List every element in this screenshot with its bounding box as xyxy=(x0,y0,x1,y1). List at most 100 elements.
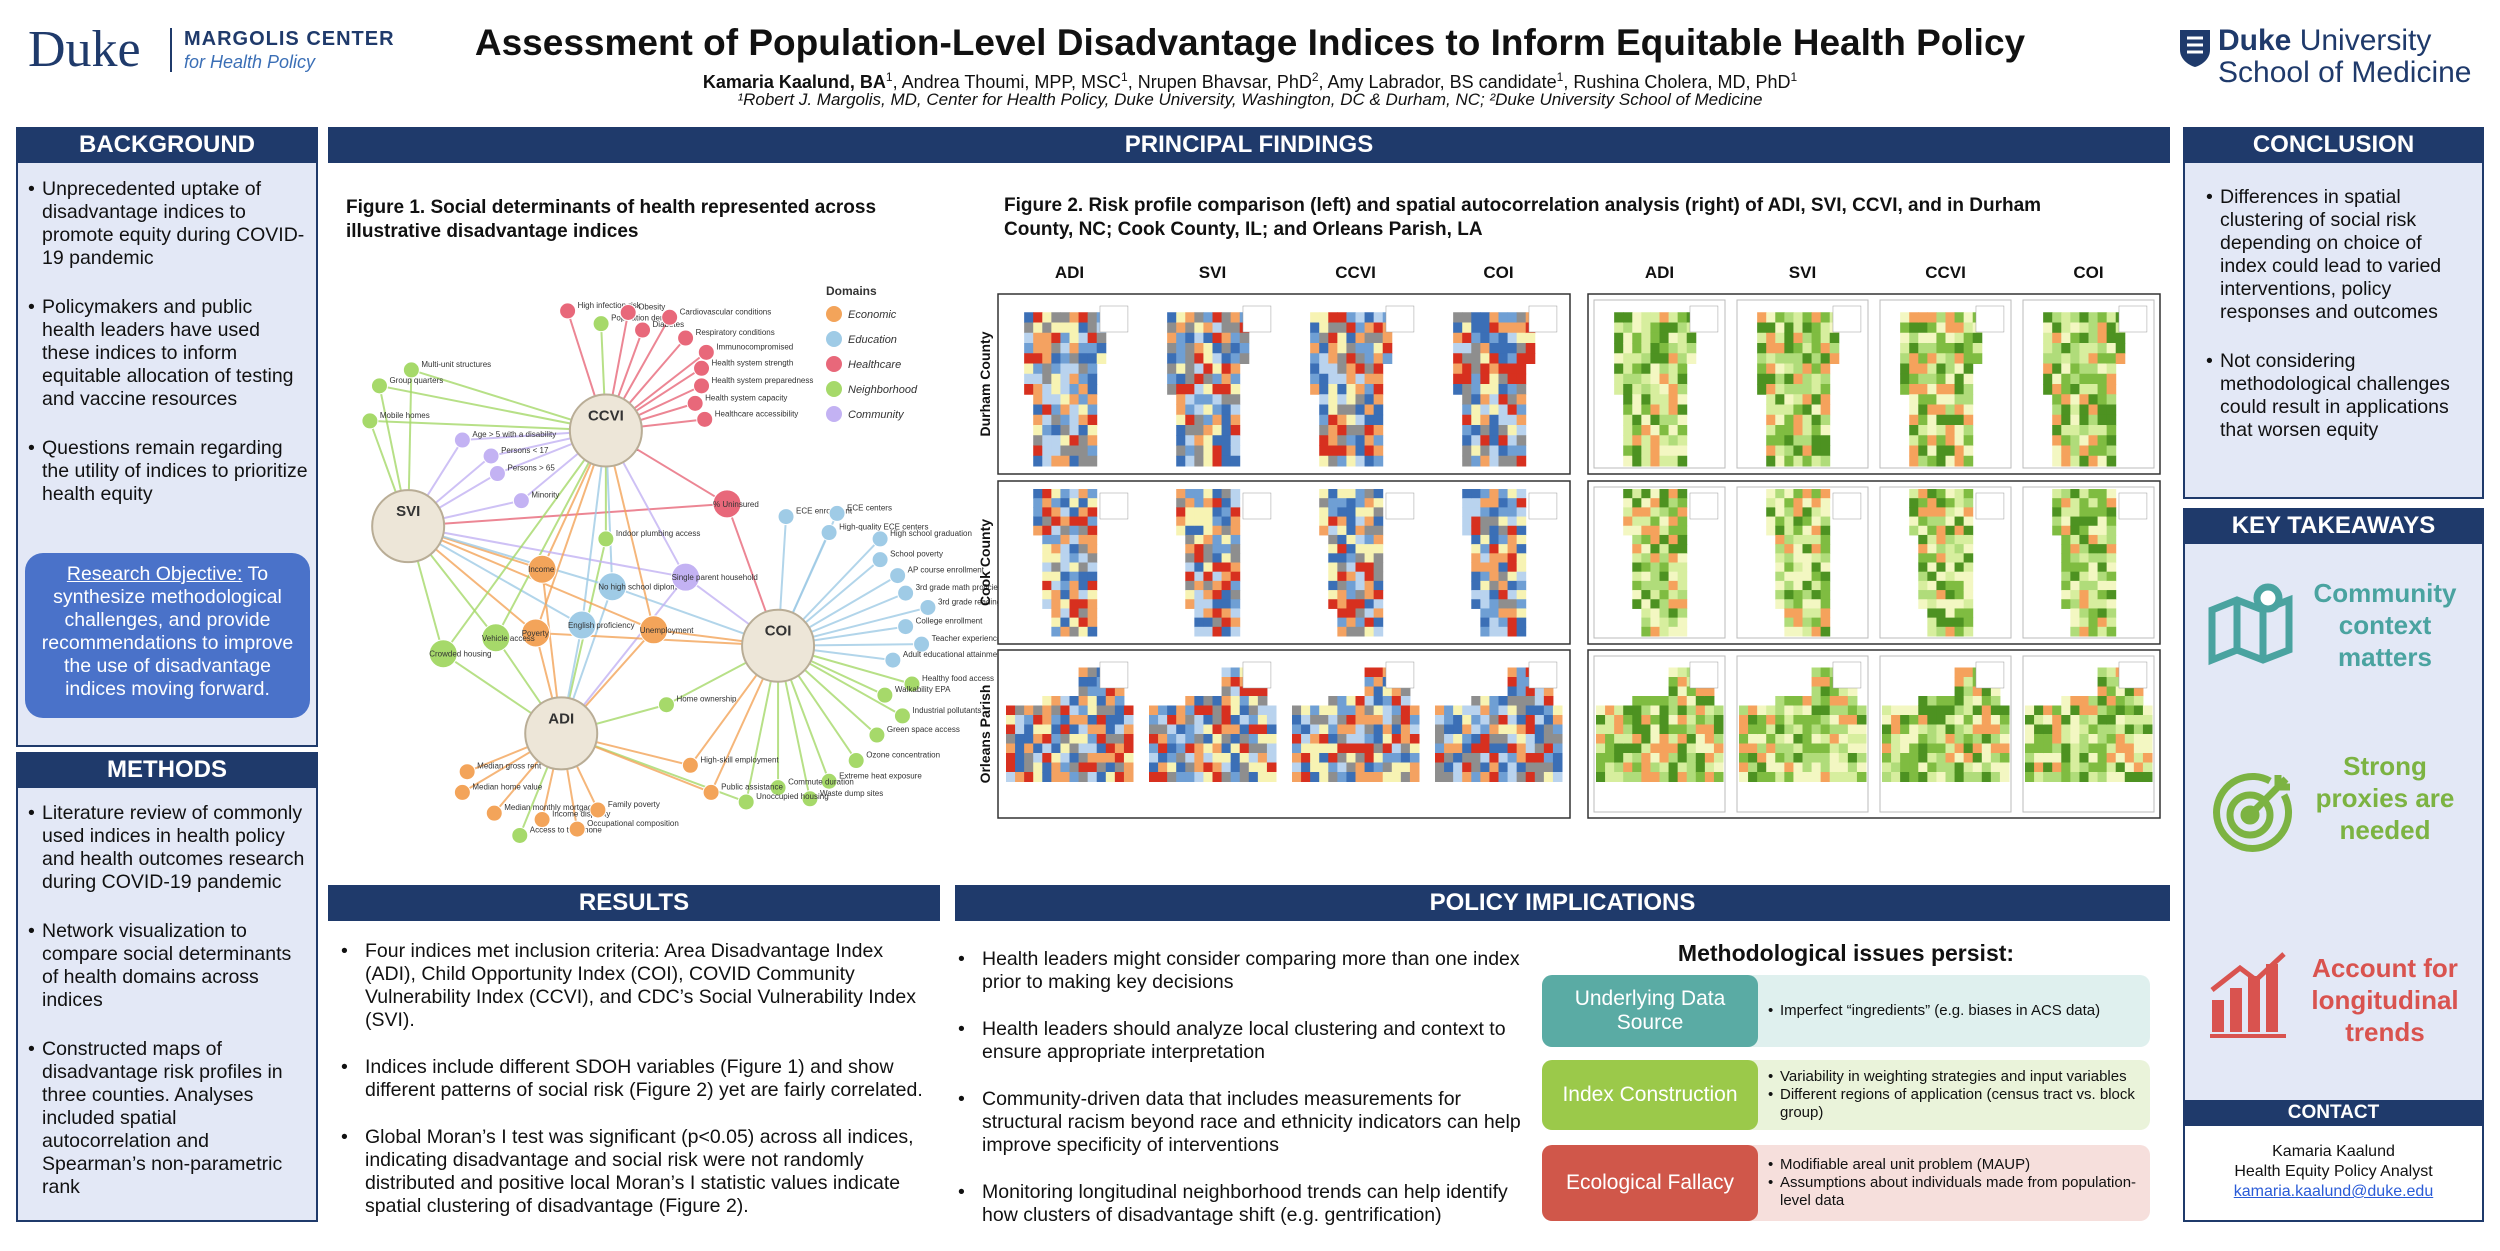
map-cell xyxy=(1364,599,1375,609)
map-cell xyxy=(1203,343,1213,354)
map-cell xyxy=(1945,343,1956,354)
map-cell xyxy=(1471,762,1481,773)
map-cell xyxy=(1811,617,1822,628)
map-cell xyxy=(1355,384,1366,395)
map-cell xyxy=(1820,677,1831,687)
map-cell xyxy=(1078,498,1089,508)
map-cell xyxy=(1087,498,1098,508)
map-cell xyxy=(1507,516,1518,527)
map-cell xyxy=(2079,394,2089,405)
contact-email[interactable]: kamaria.kaalund@duke.edu xyxy=(2233,1183,2434,1200)
map-cell xyxy=(1632,696,1642,706)
map-cell xyxy=(1346,705,1356,716)
map-cell xyxy=(1793,580,1803,591)
map-cell xyxy=(1945,489,1956,499)
map-cell xyxy=(1471,404,1481,416)
map-cell xyxy=(1480,580,1490,591)
map-cell xyxy=(1650,332,1660,344)
map-cell xyxy=(1373,696,1384,706)
map-cell xyxy=(1981,705,1992,716)
map-cell xyxy=(1543,715,1554,725)
map-cell xyxy=(1364,332,1375,344)
map-cell xyxy=(1221,414,1232,426)
map-cell xyxy=(1453,363,1463,375)
map-cell xyxy=(2079,445,2089,457)
map-cell xyxy=(1677,743,1688,754)
map-legend xyxy=(1099,492,1129,520)
network-node xyxy=(402,361,420,379)
map-cell xyxy=(1194,445,1204,457)
map-cell xyxy=(1096,705,1107,716)
map-cell xyxy=(1328,599,1338,609)
map-cell xyxy=(1668,677,1679,687)
map-cell xyxy=(1632,762,1642,773)
map-cell xyxy=(1087,705,1098,716)
map-cell xyxy=(1963,753,1974,763)
map-cell xyxy=(1614,373,1624,385)
map-cell xyxy=(1927,353,1937,364)
map-cell xyxy=(1149,743,1159,754)
map-cell xyxy=(1954,562,1965,573)
map-cell xyxy=(1793,544,1803,554)
map-cell xyxy=(1364,580,1375,591)
map-cell xyxy=(1900,343,1910,354)
map-cell xyxy=(1623,322,1633,334)
map-cell xyxy=(1310,322,1320,334)
map-cell xyxy=(1668,772,1679,782)
map-cell xyxy=(1775,715,1785,725)
network-edge xyxy=(369,419,606,432)
map-cell xyxy=(2070,544,2080,554)
map-cell xyxy=(1838,772,1849,782)
map-cell xyxy=(1516,445,1527,457)
map-cell xyxy=(2079,696,2089,706)
map-cell xyxy=(1051,435,1061,446)
map-cell xyxy=(1498,608,1509,619)
map-cell xyxy=(2124,753,2135,763)
map-cell xyxy=(2079,489,2089,499)
map-cell xyxy=(1972,724,1983,735)
map-cell xyxy=(1927,312,1937,323)
map-cell xyxy=(1239,343,1250,354)
map-cell xyxy=(1221,544,1232,554)
map-cell xyxy=(1337,525,1347,536)
map-cell xyxy=(1176,435,1186,446)
map-cell xyxy=(1185,312,1195,323)
map-cell xyxy=(1945,455,1956,467)
map-cell xyxy=(1668,590,1679,600)
map-cell xyxy=(2070,571,2080,582)
map-cell xyxy=(1507,608,1518,619)
map-cell xyxy=(1677,553,1688,563)
map-cell xyxy=(2115,696,2126,706)
map-cell xyxy=(2079,772,2089,782)
node-label: Waste dump sites xyxy=(820,789,883,798)
network-node xyxy=(769,779,787,797)
map-cell xyxy=(1051,516,1061,527)
issue-point: Assumptions about individuals made from … xyxy=(1768,1174,2150,1210)
map-cell xyxy=(1203,626,1213,637)
map-cell xyxy=(1033,455,1043,467)
map-cell xyxy=(1364,715,1375,725)
map-cell xyxy=(1882,753,1892,763)
map-cell xyxy=(2097,626,2108,637)
map-cell xyxy=(2079,384,2089,395)
map-cell xyxy=(1176,753,1186,763)
map-cell xyxy=(1355,525,1366,536)
network-node xyxy=(697,343,715,361)
map-cell xyxy=(1954,553,1965,563)
map-cell xyxy=(1811,553,1822,563)
map-cell xyxy=(1257,734,1268,744)
map-cell xyxy=(1212,626,1223,637)
map-cell xyxy=(2106,498,2117,508)
map-cell xyxy=(1802,553,1813,563)
map-cell xyxy=(1078,525,1089,536)
map-cell xyxy=(1462,507,1472,518)
map-cell xyxy=(1489,553,1499,563)
map-cell xyxy=(1346,498,1356,508)
map-cell xyxy=(1802,498,1813,508)
map-cell xyxy=(1918,404,1928,416)
map-cell xyxy=(1185,363,1195,375)
map-cell xyxy=(1802,394,1813,405)
map-cell xyxy=(1435,715,1445,725)
map-cell xyxy=(1820,715,1831,725)
